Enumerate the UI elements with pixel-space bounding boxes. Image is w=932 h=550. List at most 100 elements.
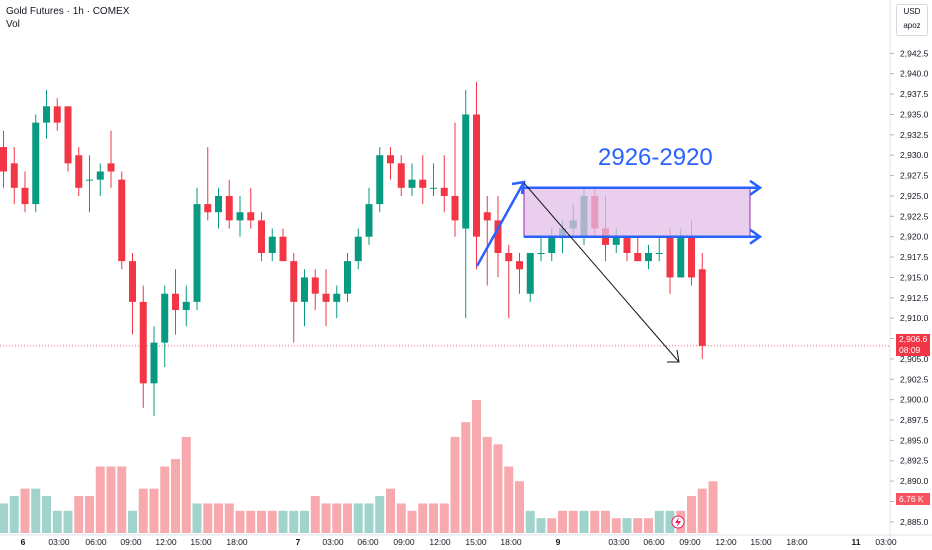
x-tick-label: 18:00 (226, 537, 248, 547)
x-tick-label: 6 (21, 537, 26, 547)
y-tick-label: 2,902.5 (900, 374, 929, 384)
candle-body (236, 212, 244, 221)
y-tick-label: 2,942.5 (900, 48, 929, 58)
candle-body (376, 155, 384, 205)
volume-bar (461, 422, 471, 533)
candle-body (215, 195, 222, 213)
candle-body (10, 163, 18, 188)
x-tick-label: 15:00 (750, 537, 772, 547)
x-tick-label: 03:00 (608, 537, 630, 547)
volume-bar (536, 518, 546, 533)
candle-body (677, 236, 685, 278)
volume-bar (353, 503, 363, 533)
candle-body (64, 106, 72, 164)
volume-bar (246, 510, 256, 533)
candle-body (483, 212, 491, 221)
y-tick-label: 2,905.0 (900, 354, 929, 364)
last-volume-tag: 6.76 K (896, 493, 930, 505)
drawings[interactable] (475, 179, 763, 529)
volume-bar (525, 510, 535, 533)
candle-body (462, 114, 470, 229)
candle-body (107, 163, 115, 172)
volume-bar (611, 518, 621, 533)
candle-body (505, 252, 513, 262)
volume-legend: Vol (6, 19, 20, 30)
candle-body (698, 269, 706, 346)
volume-bar (558, 510, 567, 533)
y-tick-label: 2,910.0 (900, 313, 929, 323)
volume-bar (74, 496, 84, 533)
volume-bar (654, 510, 664, 533)
volume-bar (85, 496, 94, 533)
candle-body (494, 220, 502, 253)
x-tick-label: 06:00 (357, 537, 379, 547)
candle-body (129, 261, 136, 302)
volume-bar (9, 496, 19, 533)
lightning-glyph (675, 517, 681, 527)
volume-bar (396, 503, 406, 533)
candle-body (333, 293, 341, 302)
volume-bar (407, 510, 417, 533)
candle-body (301, 277, 308, 302)
volume-bar (418, 503, 428, 533)
candle-body (516, 261, 523, 270)
candle-body (655, 252, 663, 254)
volume-bar (601, 510, 610, 533)
candles (0, 81, 706, 416)
x-tick-label: 06:00 (85, 537, 107, 547)
y-tick-label: 2,927.5 (900, 171, 929, 181)
rising-arrow-line (475, 181, 526, 267)
x-tick-label: 09:00 (393, 537, 415, 547)
currency-box[interactable]: USD apoz (896, 4, 928, 36)
x-tick-label: 09:00 (120, 537, 142, 547)
volume-bar (450, 436, 460, 533)
price-axis[interactable]: 2,885.02,887.52,890.02,892.52,895.02,897… (890, 48, 929, 527)
candle-body (354, 236, 362, 262)
candle-body (53, 106, 61, 123)
candle-body (344, 261, 351, 294)
candle-body (473, 114, 480, 237)
volume-bar (42, 496, 51, 533)
arrow-head-icon (749, 228, 763, 245)
candle-body (204, 204, 212, 213)
candle-body (440, 187, 448, 196)
y-tick-label: 2,922.5 (900, 211, 929, 221)
candle-body (548, 236, 556, 253)
arrow-head-icon (749, 179, 763, 196)
candle-body (451, 195, 459, 221)
candle-body (397, 163, 405, 188)
candle-body (430, 187, 437, 189)
x-tick-label: 03:00 (322, 537, 344, 547)
x-tick-label: 7 (296, 537, 301, 547)
volume-bar (117, 466, 127, 533)
zone-rectangle (523, 187, 751, 238)
volume-bar (622, 518, 632, 533)
volume-bar (160, 466, 170, 533)
candle-body (365, 204, 373, 237)
y-tick-label: 2,917.5 (900, 252, 929, 262)
volume-bar (128, 510, 137, 533)
chart-legend: Gold Futures · 1h · COMEX Vol (6, 5, 129, 31)
volume-bar (0, 503, 8, 533)
candle-body (96, 171, 104, 180)
volume-bar (504, 466, 514, 533)
x-tick-label: 12:00 (429, 537, 451, 547)
candle-body (666, 236, 674, 278)
candle-body (419, 179, 427, 188)
volume-bar (579, 510, 589, 533)
last-price-tag: 2,906.6 08:09 (896, 334, 930, 356)
volume-bar (235, 510, 245, 533)
x-tick-label: 11 (852, 537, 861, 547)
time-axis[interactable]: 6 03:00 06:00 09:00 12:00 15:00 18:00 7 03:00 06:… (21, 537, 897, 547)
scale-mode[interactable]: apoz (903, 21, 921, 30)
volume-bar (203, 503, 213, 533)
symbol-title[interactable]: Gold Futures · 1h · COMEX (6, 6, 130, 17)
volume-bar (332, 503, 342, 533)
candle-body (612, 236, 620, 245)
candle-body (268, 236, 276, 253)
candle-body (634, 252, 642, 262)
volume-bar (31, 488, 41, 533)
zone-label: 2926-2920 (598, 144, 713, 171)
